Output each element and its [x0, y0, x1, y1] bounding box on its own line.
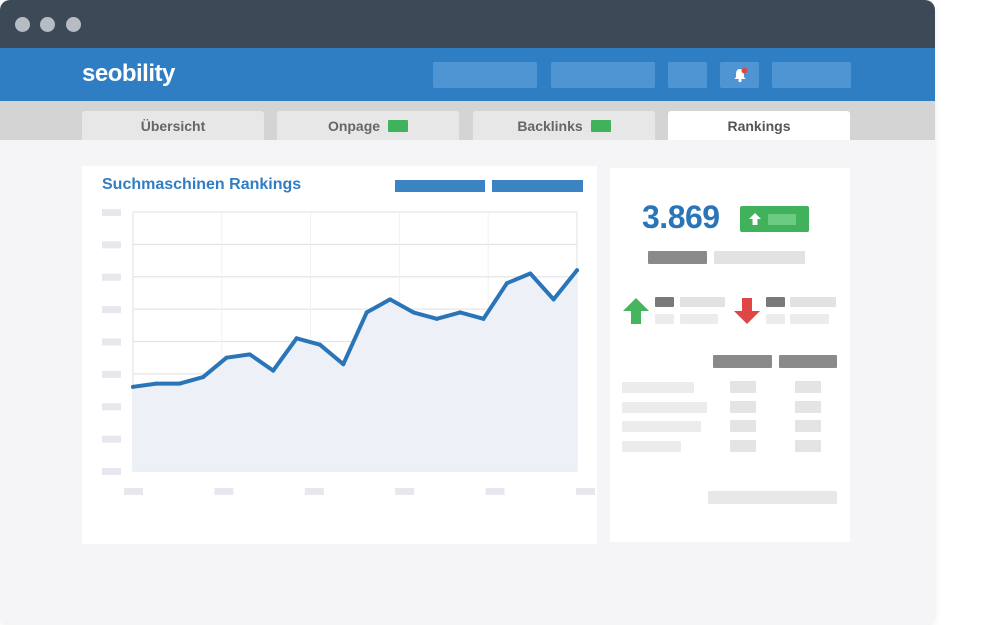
x-tick-placeholder	[485, 488, 505, 495]
status-flag-icon	[590, 119, 611, 132]
chart-point	[154, 381, 159, 386]
placeholder	[655, 314, 674, 324]
winners-label-placeholder	[680, 297, 725, 307]
chart-area-fill	[133, 270, 577, 471]
chart-point	[177, 381, 182, 386]
chart-point	[364, 310, 369, 315]
chart-point	[458, 310, 463, 315]
chart-point	[131, 384, 135, 389]
chart-filter-button-2[interactable]	[492, 180, 583, 192]
arrow-up-icon	[749, 213, 761, 225]
table-cell	[795, 381, 821, 393]
y-tick-placeholder	[102, 209, 121, 216]
chart-tick-placeholders	[102, 209, 595, 495]
chart-point	[317, 342, 322, 347]
y-tick-placeholder	[102, 273, 121, 281]
notifications-button[interactable]	[720, 62, 759, 88]
nav-item-1[interactable]	[433, 62, 537, 88]
placeholder	[790, 314, 829, 324]
y-tick-placeholder	[102, 435, 121, 443]
tab-uebersicht[interactable]: Übersicht	[82, 111, 264, 140]
chart-point	[341, 362, 346, 367]
chart-point	[411, 310, 416, 315]
window-titlebar	[0, 0, 935, 48]
rankings-line-chart	[102, 209, 595, 495]
y-tick-placeholder	[102, 468, 121, 475]
winners-count-placeholder	[655, 297, 674, 307]
window-close-dot[interactable]	[15, 17, 30, 32]
table-header-placeholder	[779, 355, 837, 368]
show-all-link-placeholder[interactable]	[708, 491, 837, 504]
chart-point	[434, 316, 439, 321]
y-tick-placeholder	[102, 306, 121, 314]
nav-item-account[interactable]	[772, 62, 851, 88]
x-tick-placeholder	[304, 488, 324, 495]
x-tick-placeholder	[395, 488, 415, 495]
y-tick-placeholder	[102, 338, 121, 346]
chart-point	[528, 271, 533, 276]
chart-point	[201, 375, 206, 380]
tab-label: Onpage	[327, 117, 381, 134]
arrow-up-icon	[623, 298, 649, 324]
arrow-down-icon	[734, 298, 760, 324]
table-row[interactable]	[622, 441, 681, 452]
seobility-logo[interactable]: seobility	[82, 60, 175, 87]
tab-label: Übersicht	[140, 117, 206, 134]
tab-backlinks[interactable]: Backlinks	[473, 111, 655, 140]
placeholder	[766, 314, 785, 324]
nav-item-3[interactable]	[668, 62, 707, 88]
stat-label-placeholder	[648, 251, 707, 264]
table-cell	[795, 401, 821, 413]
stat-value-placeholder	[714, 251, 805, 264]
table-header-placeholder	[713, 355, 772, 368]
table-row[interactable]	[622, 421, 701, 432]
chart-point	[294, 336, 299, 341]
chart-point	[271, 368, 276, 373]
chart-point	[388, 297, 393, 302]
bell-icon	[734, 67, 748, 83]
chart-title: Suchmaschinen Rankings	[102, 176, 302, 193]
table-cell	[730, 381, 756, 393]
placeholder	[680, 314, 718, 324]
table-row[interactable]	[622, 402, 707, 413]
chart-point	[224, 355, 229, 360]
y-tick-placeholder	[102, 370, 121, 378]
status-flag-icon	[388, 119, 409, 132]
y-tick-placeholder	[102, 241, 121, 249]
chart-point	[247, 352, 252, 357]
chart-point	[551, 297, 556, 302]
table-cell	[730, 401, 756, 413]
browser-window: seobility Übersicht Onpage Backlinks Ran…	[0, 0, 935, 625]
chart-point	[575, 268, 579, 273]
y-tick-placeholder	[102, 403, 121, 411]
chart-series-line	[131, 268, 579, 389]
tab-rankings[interactable]: Rankings	[668, 111, 850, 140]
table-cell	[730, 420, 756, 432]
table-cell	[795, 440, 821, 452]
x-tick-placeholder	[576, 488, 595, 495]
losers-label-placeholder	[790, 297, 836, 307]
table-cell	[795, 420, 821, 432]
trend-badge	[740, 206, 809, 232]
nav-item-2[interactable]	[551, 62, 655, 88]
chart-point	[481, 316, 486, 321]
ranking-score: 3.869	[642, 199, 720, 235]
tab-label: Rankings	[727, 117, 791, 134]
window-maximize-dot[interactable]	[66, 17, 81, 32]
window-minimize-dot[interactable]	[40, 17, 55, 32]
table-row[interactable]	[622, 382, 694, 393]
table-cell	[730, 440, 756, 452]
x-tick-placeholder	[124, 488, 143, 495]
tab-label: Backlinks	[517, 117, 583, 134]
losers-count-placeholder	[766, 297, 785, 307]
chart-point	[504, 281, 509, 286]
x-tick-placeholder	[214, 488, 234, 495]
tab-onpage[interactable]: Onpage	[277, 111, 459, 140]
chart-filter-button-1[interactable]	[395, 180, 485, 192]
